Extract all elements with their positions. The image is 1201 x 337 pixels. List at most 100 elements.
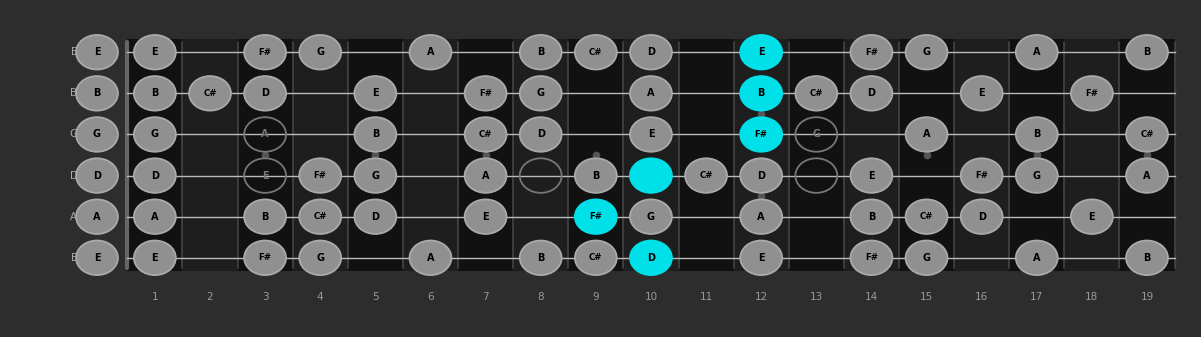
Ellipse shape xyxy=(631,158,671,193)
Text: G: G xyxy=(1033,171,1041,181)
Text: C#: C# xyxy=(203,89,216,98)
Text: 7: 7 xyxy=(483,292,489,302)
Ellipse shape xyxy=(906,35,948,69)
Text: D: D xyxy=(978,212,986,222)
Text: 4: 4 xyxy=(317,292,323,302)
Ellipse shape xyxy=(465,76,507,111)
Text: C#: C# xyxy=(588,48,603,57)
Ellipse shape xyxy=(575,200,617,234)
Text: E: E xyxy=(758,47,765,57)
Ellipse shape xyxy=(961,76,1003,111)
Ellipse shape xyxy=(906,241,948,275)
Text: D: D xyxy=(70,171,78,181)
Text: B: B xyxy=(1033,129,1040,140)
Text: A: A xyxy=(922,129,931,140)
Ellipse shape xyxy=(631,76,671,111)
Ellipse shape xyxy=(76,117,118,152)
Text: E: E xyxy=(71,47,77,57)
Ellipse shape xyxy=(520,117,562,152)
Text: B: B xyxy=(371,129,380,140)
Ellipse shape xyxy=(299,200,341,234)
Text: C#: C# xyxy=(313,212,327,221)
Text: F#: F# xyxy=(313,171,327,180)
Text: C#: C# xyxy=(920,212,933,221)
FancyBboxPatch shape xyxy=(734,39,789,271)
Ellipse shape xyxy=(575,241,617,275)
Text: C#: C# xyxy=(1140,130,1154,139)
Ellipse shape xyxy=(906,200,948,234)
Text: 6: 6 xyxy=(428,292,434,302)
Text: F#: F# xyxy=(258,48,271,57)
Ellipse shape xyxy=(685,158,727,193)
FancyBboxPatch shape xyxy=(789,39,844,271)
Ellipse shape xyxy=(135,158,175,193)
Ellipse shape xyxy=(135,35,175,69)
Text: F#: F# xyxy=(479,89,492,98)
Ellipse shape xyxy=(135,117,175,152)
Ellipse shape xyxy=(850,200,892,234)
Ellipse shape xyxy=(520,76,562,111)
Text: 5: 5 xyxy=(372,292,378,302)
Text: 18: 18 xyxy=(1086,292,1099,302)
Text: D: D xyxy=(757,171,765,181)
Ellipse shape xyxy=(740,241,782,275)
Text: 13: 13 xyxy=(809,292,823,302)
Text: 17: 17 xyxy=(1030,292,1044,302)
Ellipse shape xyxy=(520,241,562,275)
Ellipse shape xyxy=(244,35,286,69)
Text: E: E xyxy=(262,171,268,181)
Ellipse shape xyxy=(575,35,617,69)
Text: F#: F# xyxy=(865,253,878,262)
Ellipse shape xyxy=(1016,35,1058,69)
Ellipse shape xyxy=(740,200,782,234)
Ellipse shape xyxy=(354,76,396,111)
Text: E: E xyxy=(151,253,159,263)
Text: A: A xyxy=(1033,253,1040,263)
Text: 19: 19 xyxy=(1141,292,1154,302)
Text: B: B xyxy=(537,253,544,263)
Text: F#: F# xyxy=(975,171,988,180)
Text: G: G xyxy=(922,253,931,263)
FancyBboxPatch shape xyxy=(1009,39,1064,271)
Text: E: E xyxy=(647,129,655,140)
Text: G: G xyxy=(812,129,820,140)
FancyBboxPatch shape xyxy=(127,39,183,271)
Text: C#: C# xyxy=(809,89,823,98)
Text: E: E xyxy=(758,253,765,263)
Text: B: B xyxy=(592,171,599,181)
Ellipse shape xyxy=(850,241,892,275)
Text: 12: 12 xyxy=(754,292,767,302)
FancyBboxPatch shape xyxy=(402,39,458,271)
Ellipse shape xyxy=(631,241,671,275)
FancyBboxPatch shape xyxy=(679,39,734,271)
Ellipse shape xyxy=(850,158,892,193)
Ellipse shape xyxy=(354,200,396,234)
FancyBboxPatch shape xyxy=(458,39,513,271)
Text: G: G xyxy=(70,129,78,140)
Text: C#: C# xyxy=(699,171,713,180)
Ellipse shape xyxy=(465,200,507,234)
Ellipse shape xyxy=(631,200,671,234)
Text: G: G xyxy=(316,253,324,263)
Text: D: D xyxy=(261,88,269,98)
FancyBboxPatch shape xyxy=(1064,39,1119,271)
Ellipse shape xyxy=(410,241,452,275)
Ellipse shape xyxy=(1016,241,1058,275)
FancyBboxPatch shape xyxy=(513,39,568,271)
Text: D: D xyxy=(151,171,159,181)
Ellipse shape xyxy=(299,241,341,275)
Ellipse shape xyxy=(244,76,286,111)
Text: A: A xyxy=(482,171,489,181)
Text: E: E xyxy=(483,212,489,222)
Ellipse shape xyxy=(850,35,892,69)
Ellipse shape xyxy=(1016,117,1058,152)
Ellipse shape xyxy=(76,35,118,69)
Ellipse shape xyxy=(189,76,231,111)
Ellipse shape xyxy=(244,200,286,234)
Text: E: E xyxy=(1088,212,1095,222)
FancyBboxPatch shape xyxy=(1119,39,1175,271)
FancyBboxPatch shape xyxy=(348,39,402,271)
Text: D: D xyxy=(647,253,655,263)
Text: D: D xyxy=(647,47,655,57)
Text: B: B xyxy=(1143,47,1151,57)
